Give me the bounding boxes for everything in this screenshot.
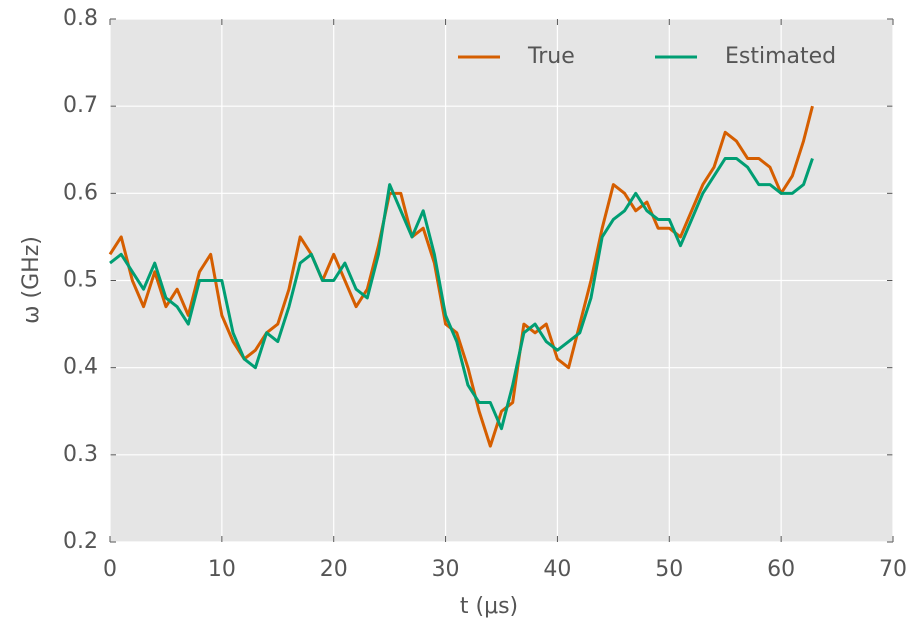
- legend-label: True: [527, 44, 575, 69]
- x-axis-label: t (μs): [460, 594, 518, 619]
- y-tick-label: 0.7: [63, 93, 98, 118]
- x-tick-label: 40: [543, 557, 571, 582]
- y-tick-label: 0.5: [63, 268, 98, 293]
- x-tick-label: 60: [767, 557, 795, 582]
- y-tick-label: 0.8: [63, 6, 98, 31]
- data-line: [108, 105, 814, 448]
- y-tick-label: 0.6: [63, 180, 98, 205]
- x-tick-label: 70: [879, 557, 907, 582]
- x-tick-label: 20: [320, 557, 348, 582]
- data-line: [109, 156, 814, 431]
- x-tick-label: 0: [103, 557, 117, 582]
- y-tick-label: 0.2: [63, 529, 98, 554]
- y-tick-label: 0.3: [63, 442, 98, 467]
- legend-label: Estimated: [725, 44, 836, 69]
- y-tick-label: 0.4: [63, 355, 98, 380]
- y-axis-label: ω (GHz): [19, 236, 44, 324]
- x-tick-label: 30: [432, 557, 460, 582]
- x-tick-label: 10: [208, 557, 236, 582]
- x-tick-label: 50: [655, 557, 683, 582]
